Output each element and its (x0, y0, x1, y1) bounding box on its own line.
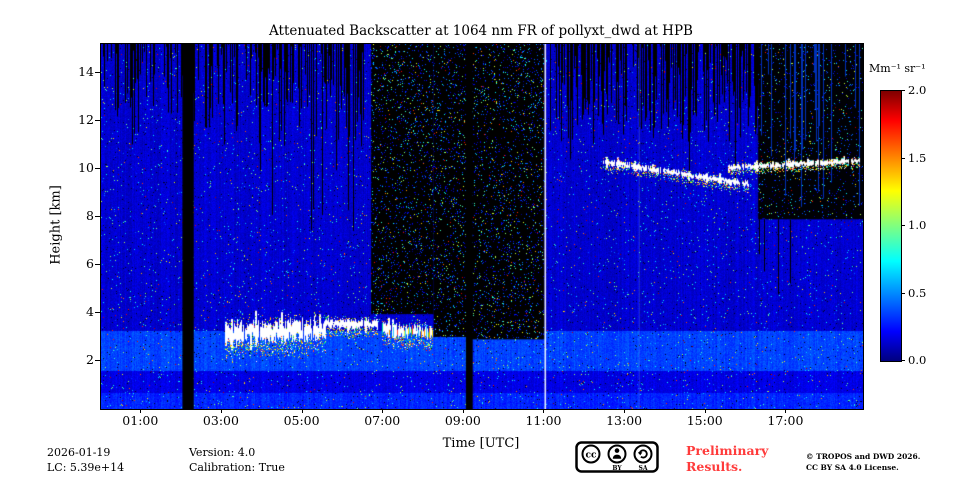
heatmap-canvas (101, 44, 863, 409)
lidar-constant-text: LC: 5.39e+14 (47, 461, 125, 474)
x-tick-label: 05:00 (283, 413, 320, 428)
y-tick-mark (95, 120, 100, 121)
x-tick-label: 17:00 (767, 413, 804, 428)
date-text: 2026-01-19 (47, 446, 111, 459)
x-tick-label: 15:00 (686, 413, 723, 428)
y-tick-label: 14 (78, 63, 94, 79)
colorbar-tick-label: 1.0 (908, 218, 927, 232)
preliminary-results-text: Preliminary Results. (686, 443, 768, 474)
credit-line2: CC BY SA 4.0 License. (806, 463, 899, 473)
colorbar (880, 90, 902, 362)
x-tick-mark (221, 409, 222, 413)
x-tick-label: 11:00 (525, 413, 562, 428)
by-person-icon (607, 444, 627, 464)
x-tick-mark (140, 409, 141, 413)
by-person-head (614, 448, 620, 453)
x-tick-label: 13:00 (606, 413, 643, 428)
sa-arrow-head (638, 452, 643, 456)
preliminary-line2: Results. (686, 458, 743, 474)
x-tick-label: 03:00 (202, 413, 239, 428)
by-person-body (612, 454, 622, 459)
y-tick-mark (95, 360, 100, 361)
x-tick-mark (463, 409, 464, 413)
x-tick-label: 07:00 (364, 413, 401, 428)
sa-label: SA (639, 465, 648, 472)
plot-area (100, 43, 864, 410)
calibration-text: Calibration: True (189, 461, 285, 474)
credit-text: © TROPOS and DWD 2026. CC BY SA 4.0 Lice… (806, 451, 920, 474)
preliminary-line1: Preliminary (686, 443, 769, 458)
y-axis-label: Height [km] (48, 185, 64, 265)
colorbar-tick-mark (901, 158, 905, 159)
colorbar-tick-mark (901, 90, 905, 91)
y-tick-label: 8 (86, 207, 94, 223)
y-tick-mark (95, 312, 100, 313)
x-tick-mark (543, 409, 544, 413)
colorbar-tick-label: 0.5 (908, 285, 927, 300)
cc-icon-text: cc (586, 451, 597, 461)
colorbar-tick-mark (901, 293, 905, 294)
credit-line1: © TROPOS and DWD 2026. (806, 452, 921, 461)
y-tick-label: 2 (86, 351, 94, 367)
x-tick-mark (624, 409, 625, 413)
y-tick-label: 10 (78, 159, 94, 175)
x-axis-label: Time [UTC] (442, 436, 520, 451)
colorbar-tick-mark (901, 360, 905, 361)
x-tick-label: 01:00 (122, 413, 159, 428)
colorbar-unit-label: Mm⁻¹ sr⁻¹ (869, 62, 926, 75)
y-tick-label: 4 (86, 303, 94, 319)
sa-arrow-icon (633, 444, 653, 464)
x-tick-label: 09:00 (444, 413, 481, 428)
cc-by-sa-badge: cc BY SA (575, 441, 659, 473)
x-tick-mark (302, 409, 303, 413)
colorbar-tick-label: 2.0 (908, 83, 927, 97)
chart-title: Attenuated Backscatter at 1064 nm FR of … (269, 23, 693, 39)
sa-arrow-arc (638, 449, 648, 459)
y-tick-mark (95, 216, 100, 217)
cc-icon (581, 444, 601, 464)
x-tick-mark (705, 409, 706, 413)
colorbar-tick-label: 1.5 (908, 150, 927, 165)
colorbar-tick-mark (901, 225, 905, 226)
colorbar-tick-label: 0.0 (908, 353, 927, 367)
y-tick-mark (95, 264, 100, 265)
by-label: BY (612, 465, 622, 472)
x-tick-mark (785, 409, 786, 413)
x-tick-mark (382, 409, 383, 413)
y-tick-mark (95, 168, 100, 169)
y-tick-label: 12 (78, 111, 94, 127)
y-tick-mark (95, 72, 100, 73)
version-text: Version: 4.0 (189, 446, 256, 459)
y-tick-label: 6 (86, 255, 94, 271)
